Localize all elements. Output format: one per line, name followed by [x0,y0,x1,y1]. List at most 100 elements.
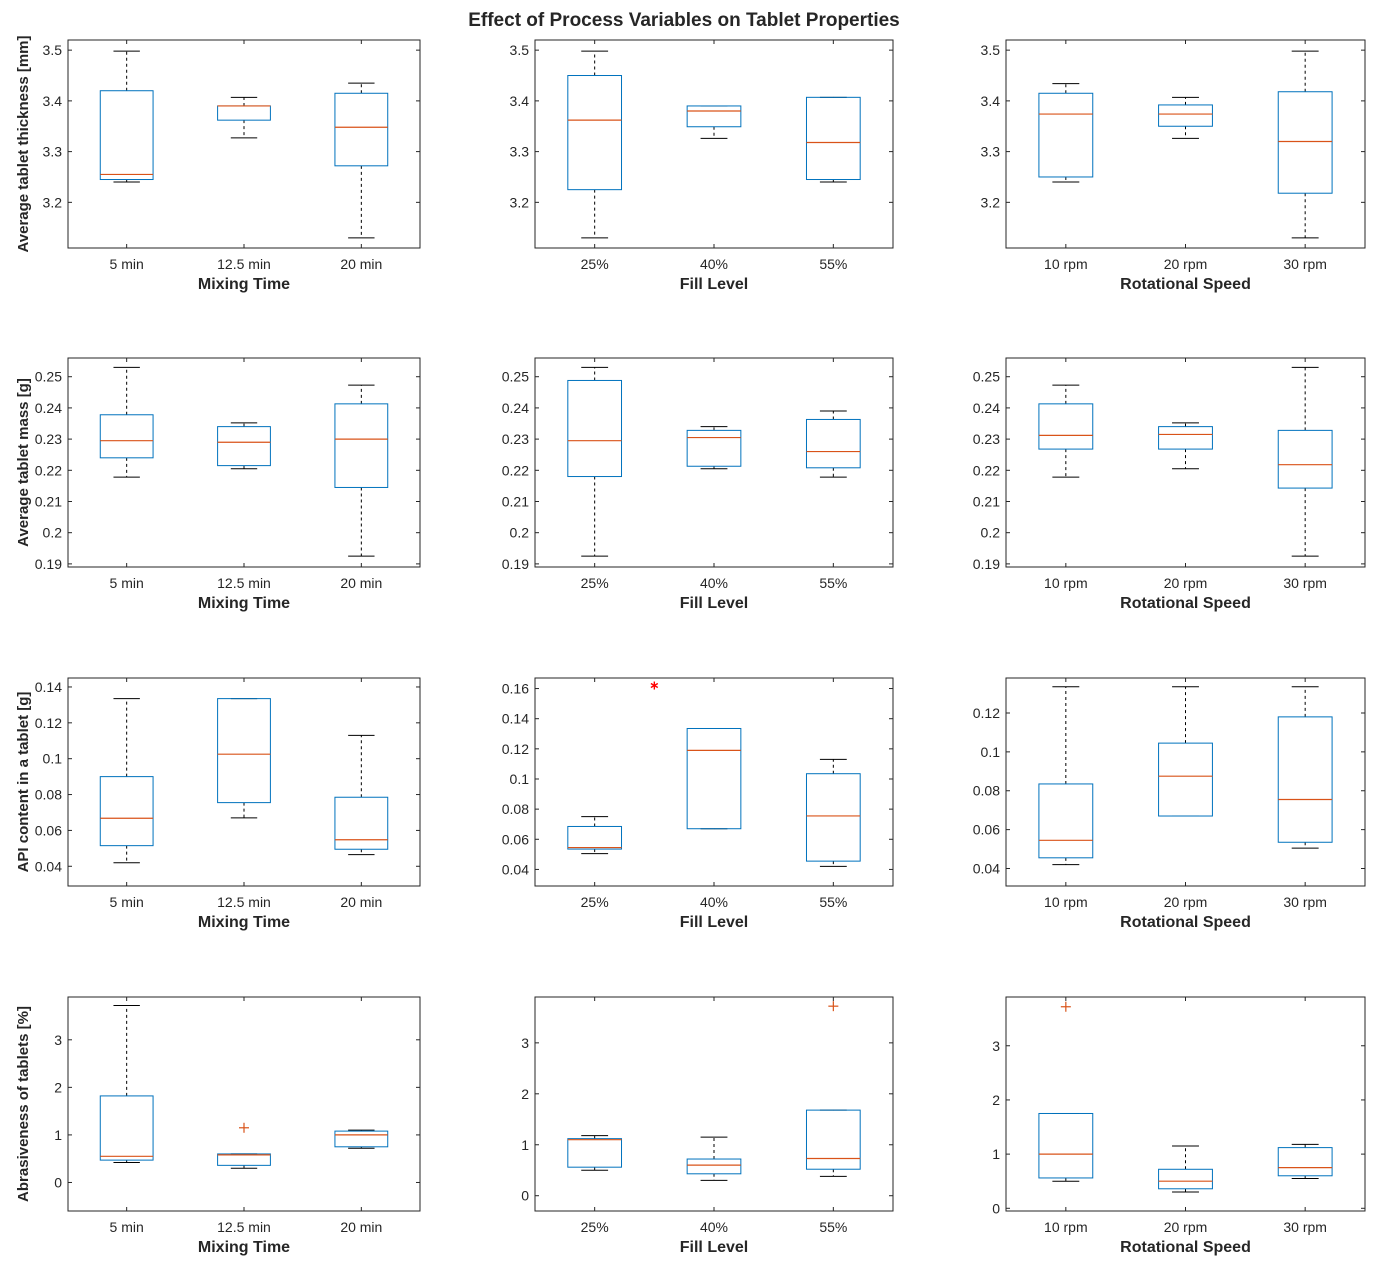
x-tick-label-rotational-speed: 30 rpm [1283,894,1327,910]
x-tick-label-fill-level: 55% [819,575,847,591]
x-axis-label: Fill Level [680,914,748,931]
x-tick-label-rotational-speed: 20 rpm [1164,256,1208,272]
boxplot-panel-r2-c1: 0.19 0.2 0.21 0.22 0.23 0.24 0.25 5 min 12.5 min… [15,357,421,612]
box-5-min [99,50,154,183]
y-tick-label: 0.19 [973,556,1000,572]
boxplot-panel-r1-c2: 3.2 3.3 3.4 3.5 25% 40% 55% Fill Level [510,39,894,293]
box-30-rpm [1277,686,1333,849]
boxplot-panel-r4-c3: 0 1 2 3 10 rpm 20 rpm 30 rpm Rotational Speed [992,996,1366,1256]
box-55- [805,410,861,478]
y-tick-label: 3.5 [510,42,530,58]
y-tick-label: 2 [54,1079,62,1095]
x-tick-label-fill-level: 55% [819,256,847,272]
y-tick-label: 3.2 [510,194,530,210]
interquartile-box [567,379,623,478]
outlier-star-marker [650,681,659,690]
interquartile-box [1038,783,1094,859]
box-20-min [334,734,389,856]
x-axis-label: Rotational Speed [1120,914,1251,931]
axes-frame [67,39,421,249]
y-tick-label: 0.1 [981,744,1001,760]
y-axis-label: Average tablet thickness [mm] [15,35,32,252]
y-tick-label: 0.23 [973,431,1000,447]
interquartile-box [217,426,271,467]
y-tick-label: 3.2 [981,194,1001,210]
box-40- [686,426,742,470]
box-12-5-min [217,1153,271,1169]
x-tick-label-mixing-time: 12.5 min [217,894,271,910]
x-axis-label: Fill Level [680,595,748,612]
outlier-plus-marker [1060,1001,1071,1012]
box-40- [686,727,742,830]
interquartile-box [567,75,623,191]
box-20-rpm [1158,1145,1213,1193]
y-tick-label: 0.06 [502,831,529,847]
y-tick-label: 0.2 [510,525,530,541]
x-axis-label: Fill Level [680,276,748,293]
axes-frame [534,39,894,249]
x-tick-label-mixing-time: 20 min [340,1219,382,1235]
boxplot-panel-r1-c3: 3.2 3.3 3.4 3.5 10 rpm 20 rpm 30 rpm Rotational… [981,39,1366,293]
box-20-min [334,384,389,557]
box-10-rpm [1038,83,1094,183]
y-tick-label: 0.21 [35,493,62,509]
outlier-plus-marker [828,1001,839,1012]
interquartile-box [1038,403,1094,450]
box-10-rpm [1038,384,1094,478]
boxplot-panel-r3-c3: 0.04 0.06 0.08 0.1 0.12 10 rpm 20 rpm 30 rpm Rot… [973,677,1366,931]
interquartile-box [686,1158,742,1175]
y-tick-label: 0.06 [973,822,1000,838]
boxplot-panel-r4-c2: 0 1 2 3 25% 40% 55% Fill Level [521,996,894,1256]
box-30-rpm [1277,1143,1333,1179]
boxplot-panel-r1-c1: 3.2 3.3 3.4 3.5 5 min 12.5 min 20 min Mixing Ti… [15,35,421,293]
interquartile-box [686,429,742,467]
y-tick-label: 0 [521,1188,529,1204]
y-tick-label: 0.25 [35,369,62,385]
x-tick-label-fill-level: 25% [581,1219,609,1235]
x-tick-label-fill-level: 25% [581,256,609,272]
box-10-rpm [1038,1112,1094,1182]
y-tick-label: 0.06 [35,822,62,838]
y-tick-label: 1 [54,1127,62,1143]
y-axis-label: API content in a tablet [g] [15,692,32,873]
box-20-min [334,82,389,239]
x-tick-label-rotational-speed: 30 rpm [1283,1219,1327,1235]
box-55- [805,1109,861,1177]
box-55- [805,758,861,867]
y-tick-label: 0.23 [35,431,62,447]
y-tick-label: 0.19 [35,556,62,572]
x-axis-label: Mixing Time [198,1239,290,1256]
y-tick-label: 2 [992,1092,1000,1108]
interquartile-box [334,92,389,167]
box-30-rpm [1277,50,1333,239]
x-tick-label-rotational-speed: 20 rpm [1164,575,1208,591]
x-tick-label-rotational-speed: 30 rpm [1283,575,1327,591]
x-axis-label: Rotational Speed [1120,1239,1251,1256]
y-tick-label: 3 [992,1038,1000,1054]
x-tick-label-fill-level: 40% [700,256,728,272]
box-20-rpm [1158,422,1213,470]
box-20-rpm [1158,96,1213,139]
x-tick-label-fill-level: 25% [581,894,609,910]
axes-frame [534,357,894,568]
interquartile-box [334,403,389,488]
x-tick-label-mixing-time: 5 min [110,1219,144,1235]
interquartile-box [1158,1168,1213,1190]
y-tick-label: 0.1 [43,751,63,767]
y-tick-label: 3.3 [510,144,530,160]
interquartile-box [686,105,742,128]
y-tick-label: 3.2 [43,194,63,210]
box-55- [805,96,861,183]
y-tick-label: 3.3 [43,144,63,160]
y-tick-label: 3.5 [981,42,1001,58]
y-tick-label: 0.19 [502,556,529,572]
x-tick-label-mixing-time: 20 min [340,575,382,591]
y-tick-label: 0.21 [973,493,1000,509]
y-tick-label: 0.22 [502,462,529,478]
y-tick-label: 0.04 [35,858,62,874]
box-5-min [99,698,154,864]
y-tick-label: 1 [992,1146,1000,1162]
y-tick-label: 0.24 [35,400,62,416]
x-tick-label-fill-level: 25% [581,575,609,591]
x-tick-label-fill-level: 40% [700,894,728,910]
